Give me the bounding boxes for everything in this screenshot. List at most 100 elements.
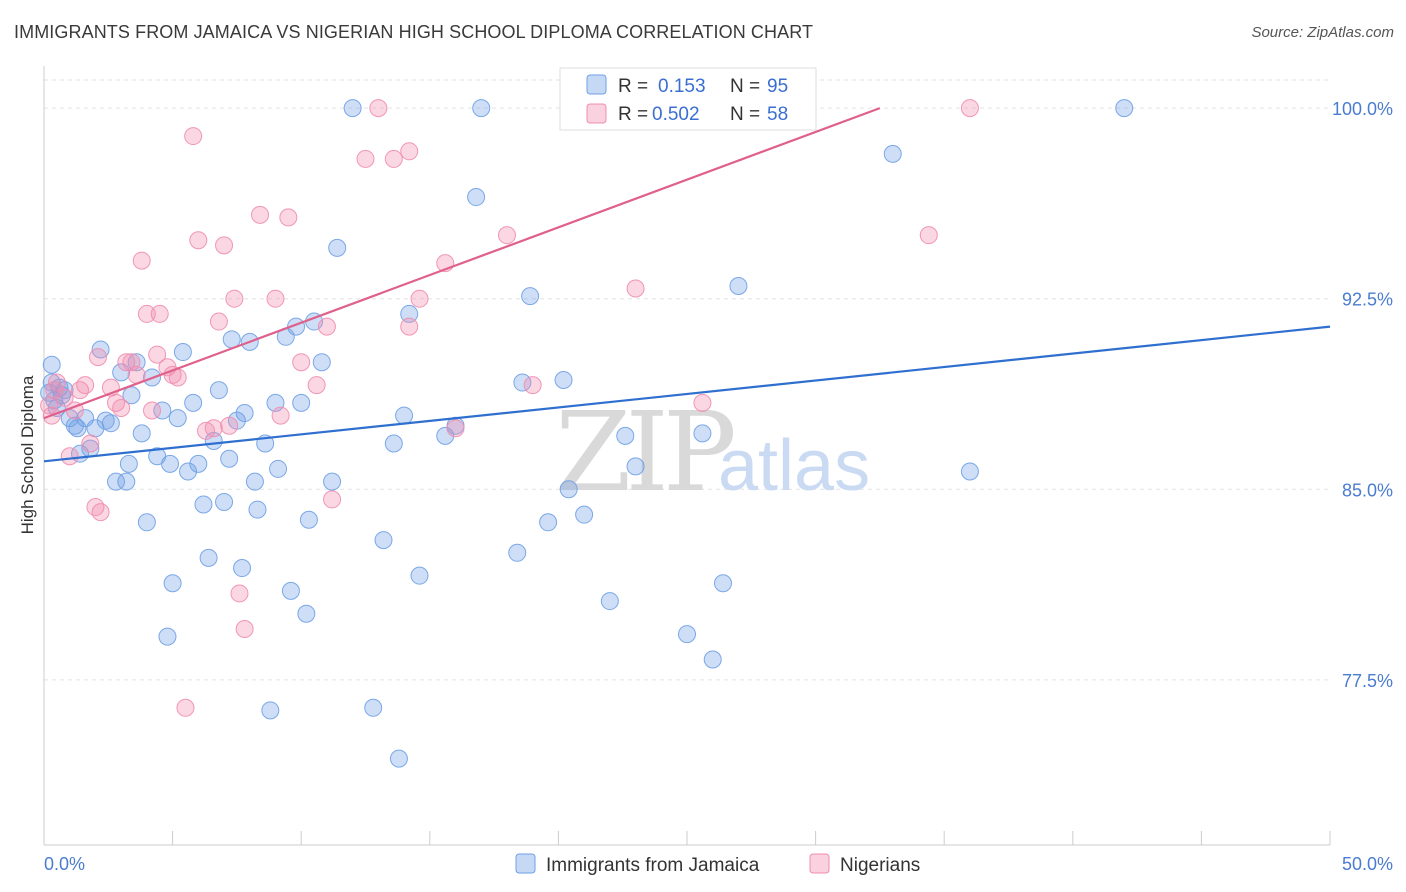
jamaica-point [158,627,177,646]
jamaica-point [729,276,748,295]
jamaica-point [395,406,414,425]
jamaica-point [204,431,223,450]
jamaica-point [384,434,403,453]
jamaica-point [269,459,288,478]
series-jamaica-points [40,99,1134,768]
jamaica-point [117,472,136,491]
jamaica-point [68,419,87,438]
jamaica-point [215,492,234,511]
jamaica-point [703,650,722,669]
jamaica-point [410,566,429,585]
jamaica-point [364,698,383,717]
jamaica-point [328,238,347,257]
nigerians-point [91,503,110,522]
nigerians-point [189,231,208,250]
jamaica-point [616,426,635,445]
jamaica-point [209,381,228,400]
legend-n-label-jamaica: N = [730,76,760,97]
legend-n-value-nigerians: 58 [767,104,788,125]
stats-legend: R = 0.153 N = 95 R = 0.502 N = 58 [559,67,817,131]
legend-r-label-jamaica: R = [618,76,648,97]
jamaica-point [312,353,331,372]
nigerians-point [89,348,108,367]
nigerians-point [400,142,419,161]
x-tick-label-min: 0.0% [44,854,85,874]
source-credit: Source: ZipAtlas.com [1251,24,1394,41]
axes [43,66,1331,846]
bottom-legend-swatch-jamaica [515,853,536,874]
legend-swatch-nigerians [586,103,607,124]
nigerians-point [148,345,167,364]
nigerians-point [184,127,203,146]
bottom-legend-swatch-nigerians [809,853,830,874]
jamaica-point [163,574,182,593]
legend-r-value-jamaica: 0.153 [658,76,706,97]
jamaica-point [101,414,120,433]
nigerians-point [60,447,79,466]
nigerians-point [225,289,244,308]
jamaica-point [299,510,318,529]
jamaica-point [220,449,239,468]
nigerians-point [356,149,375,168]
jamaica-point [194,495,213,514]
jamaica-point [168,409,187,428]
jamaica-point [127,353,146,372]
jamaica-point [343,99,362,118]
jamaica-point [960,462,979,481]
legend-n-value-jamaica: 95 [767,76,788,97]
nigerians-point [960,99,979,118]
nigerians-point [523,376,542,395]
jamaica-point [179,462,198,481]
jamaica-point [161,454,180,473]
nigerians-point [307,376,326,395]
nigerians-point [209,312,228,331]
nigerians-point [235,620,254,639]
jamaica-point [42,355,61,374]
jamaica-point [389,749,408,768]
jamaica-point [521,287,540,306]
legend-box [559,67,817,131]
jamaica-point [96,411,115,430]
nigerians-point [132,251,151,270]
jamaica-point [297,604,316,623]
y-tick-label: 92.5% [1342,290,1393,310]
jamaica-point [292,393,311,412]
nigerians-point [323,490,342,509]
jamaica-point [199,548,218,567]
nigerians-point [143,401,162,420]
y-tick-label: 85.0% [1342,480,1393,500]
jamaica-point [119,454,138,473]
legend-swatch-jamaica [586,74,607,95]
nigerians-point [76,376,95,395]
jamaica-point [883,144,902,163]
y-tick-label: 77.5% [1342,671,1393,691]
nigerians-point [384,149,403,168]
nigerians-point [410,289,429,308]
jamaica-point [261,701,280,720]
nigerians-point [230,584,249,603]
nigerians-point [693,393,712,412]
legend-n-label-nigerians: N = [730,104,760,125]
tick-labels: 77.5% 85.0% 92.5% 100.0% 0.0% 50.0% [44,99,1393,874]
jamaica-point [132,424,151,443]
watermark-zip: ZIP [555,388,734,516]
nigerians-point [150,304,169,323]
nigerians-point [279,208,298,227]
jamaica-point [374,531,393,550]
nigerians-point [215,236,234,255]
series-nigerians-points [40,99,979,717]
nigerians-point [112,398,131,417]
jamaica-point [65,416,84,435]
nigerians-point [292,353,311,372]
legend-r-value-nigerians: 0.502 [652,104,700,125]
jamaica-point [678,625,696,644]
jamaica-point [323,472,342,491]
nigerians-point [626,279,645,298]
jamaica-point [184,393,203,412]
y-tick-label: 100.0% [1332,99,1393,119]
jamaica-point [1115,99,1134,118]
jamaica-point [137,513,156,532]
jamaica-point [189,454,208,473]
legend-r-label-nigerians: R = [618,104,648,125]
jamaica-point [513,373,532,392]
